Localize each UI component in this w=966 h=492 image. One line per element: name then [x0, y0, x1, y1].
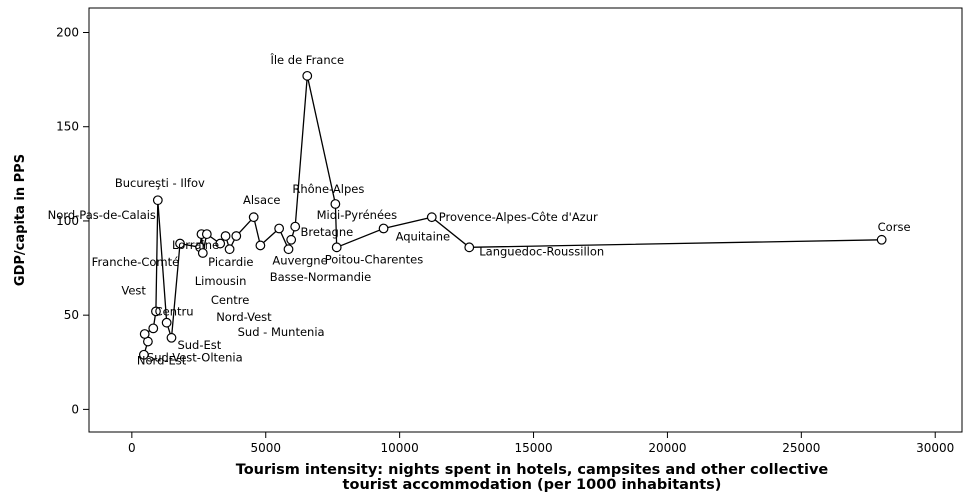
y-tick-label: 150 [56, 120, 79, 134]
data-point [283, 244, 294, 255]
data-point [248, 212, 259, 223]
annotation-label: Auvergne [272, 253, 327, 267]
data-point [201, 229, 212, 240]
annotation-label: Midi-Pyrénées [317, 208, 397, 222]
data-point [139, 329, 150, 339]
y-tick-label: 200 [56, 25, 79, 39]
data-point [331, 242, 342, 253]
annotation-label: Franche-Comté [92, 255, 180, 269]
data-point [138, 349, 149, 360]
point-label: Sud-Est [177, 338, 221, 352]
point-label: Île de France [269, 52, 344, 67]
data-point [161, 317, 172, 328]
data-point [255, 240, 266, 251]
annotation-label: Nord-Vest [216, 310, 272, 324]
point-label: Poitou-Charentes [325, 252, 424, 266]
data-point [151, 306, 161, 317]
y-tick-label: 50 [64, 308, 79, 322]
data-point [231, 231, 242, 241]
data-point [152, 195, 163, 206]
plot-area [88, 7, 963, 433]
data-point [378, 223, 389, 234]
data-point [224, 244, 235, 255]
data-point [220, 231, 231, 241]
data-point [876, 234, 887, 245]
data-point [464, 242, 475, 253]
annotation-label: Sud - Muntenia [238, 325, 325, 339]
point-label: Sud-Vest-Oltenia [147, 351, 243, 365]
data-point [274, 223, 285, 234]
annotation-label: Bretagne [301, 225, 354, 239]
annotation-label: Nord-Pas-de-Calais [48, 208, 156, 222]
annotation-label: Limousin [195, 274, 247, 288]
x-axis: 0 5000 10000 15000 20000 25000 30000 [128, 432, 954, 455]
data-point [197, 248, 208, 258]
data-point [215, 238, 226, 249]
data-point [175, 238, 185, 249]
data-point [426, 212, 437, 223]
x-tick-label: 5000 [250, 441, 281, 455]
data-points [138, 70, 887, 360]
y-axis: 0 50 100 150 200 [56, 25, 89, 416]
point-label: Aquitaine [396, 229, 451, 243]
data-point [290, 221, 301, 232]
x-tick-label: 15000 [514, 441, 552, 455]
x-tick-label: 30000 [916, 441, 954, 455]
y-tick-label: 100 [56, 214, 79, 228]
x-tick-label: 25000 [782, 441, 820, 455]
y-tick-label: 0 [71, 402, 79, 416]
annotation-label: Centre [211, 293, 249, 307]
point-label: Provence-Alpes-Côte d'Azur [439, 210, 598, 224]
point-label: Languedoc-Roussillon [479, 244, 604, 258]
point-label: Rhône-Alpes [292, 182, 364, 196]
annotation-label: Picardie [208, 255, 253, 269]
data-point [302, 70, 313, 81]
data-point [148, 323, 159, 334]
series-line [143, 75, 882, 355]
point-label: Corse [878, 220, 911, 234]
annotation-label: Basse-Normandie [270, 270, 371, 284]
data-point [166, 332, 177, 343]
y-axis-title: GDP/capita in PPS [13, 154, 28, 286]
annotation-label: Alsace [243, 193, 280, 207]
x-axis-title-line-1: Tourism intensity: nights spent in hotel… [236, 462, 829, 478]
x-tick-label: 10000 [381, 441, 419, 455]
annotation-label: Lorraine [172, 238, 219, 252]
data-point [286, 234, 297, 245]
x-axis-title-line-2: tourist accommodation (per 1000 inhabita… [343, 477, 722, 492]
x-tick-label: 20000 [648, 441, 686, 455]
point-label: Bucureşti - Ilfov [115, 176, 205, 190]
annotations: Nord-Pas-de-Calais Lorraine Franche-Comté P… [48, 193, 397, 339]
point-label: Vest [121, 283, 146, 297]
point-label: Centru [155, 305, 194, 319]
data-point [330, 199, 341, 209]
x-tick-label: 0 [128, 441, 136, 455]
point-label: Nord-Est [137, 354, 187, 368]
